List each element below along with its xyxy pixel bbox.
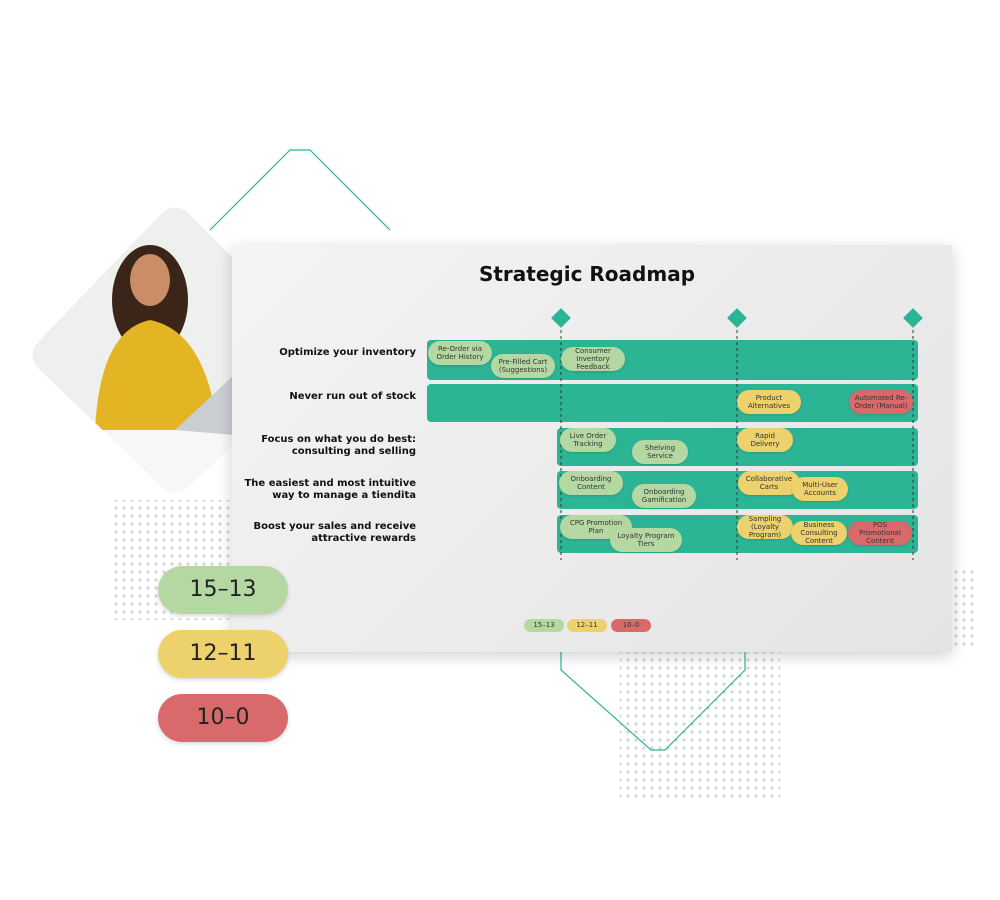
roadmap-item: Multi-User Accounts [792,477,848,501]
roadmap-item: Pre-Filled Cart (Suggestions) [491,354,555,378]
row-label: Focus on what you do best: consulting an… [261,434,416,457]
legend-item: 15–13 [524,619,564,632]
dots [620,650,780,800]
roadmap-item: Re-Order via Order History [428,341,492,365]
roadmap-item: Sampling (Loyalty Program) [737,515,793,539]
milestone [551,308,571,328]
score-badge: 12–11 [158,630,288,678]
milestone [727,308,747,328]
title: Strategic Roadmap [478,262,696,286]
score-badge: 10–0 [158,694,288,742]
row-label: Boost your sales and receive attractive … [253,521,417,544]
row-label: Optimize your inventory [279,347,416,358]
roadmap-item: Product Alternatives [737,390,801,414]
row-label: The easiest and most intuitive way to ma… [244,478,416,501]
roadmap-item: Consumer Inventory Feedback [561,347,625,371]
roadmap-item: Onboarding Content [559,471,623,495]
milestone [903,308,923,328]
roadmap-item: Business Consulting Content [791,521,847,545]
roadmap-item: POS Promotional Content [848,521,912,545]
roadmap-item: Collaborative Carts [738,471,800,495]
roadmap-item: Loyalty Program Tiers [610,528,682,552]
roadmap-item: Onboarding Gamification [632,484,696,508]
roadmap-item: Shelving Service [632,440,688,464]
roadmap-item: Automated Re-Order (Manual) [849,390,913,414]
legend-item: 12–11 [567,619,607,632]
outline [560,650,746,751]
roadmap-item: Rapid Delivery [737,428,793,452]
score-badge: 15–13 [158,566,288,614]
legend-item: 10–0 [611,619,651,632]
roadmap-item: Live Order Tracking [560,428,616,452]
outline [209,149,391,231]
row-label: Never run out of stock [289,391,416,402]
